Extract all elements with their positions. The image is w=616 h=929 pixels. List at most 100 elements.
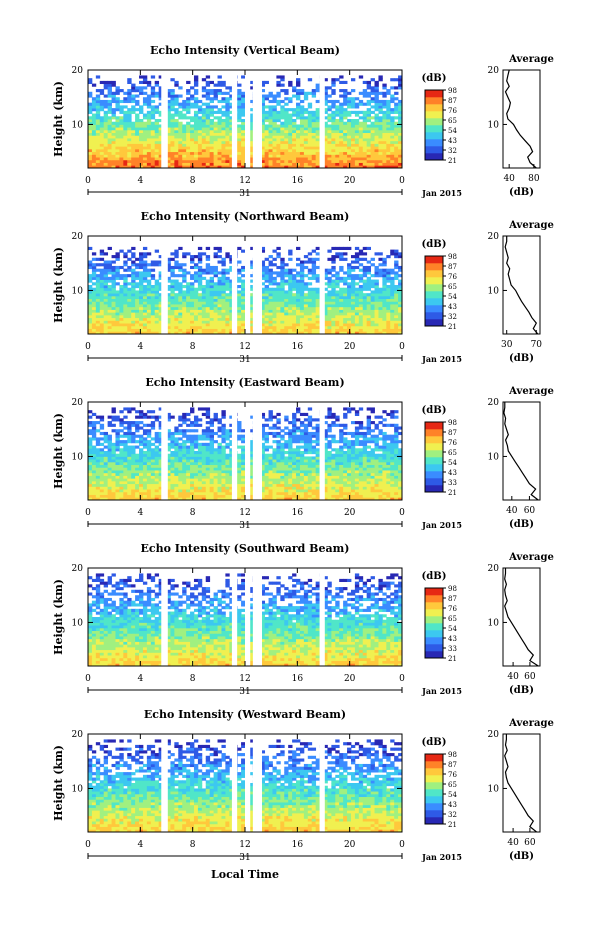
heatmap-cell bbox=[127, 124, 132, 128]
heatmap-cell bbox=[115, 97, 120, 101]
heatmap-cell bbox=[221, 146, 226, 150]
heatmap-cell bbox=[331, 320, 336, 324]
heatmap-cell bbox=[123, 157, 128, 161]
heatmap-cell bbox=[127, 489, 132, 493]
heatmap-cell bbox=[154, 314, 160, 319]
heatmap-cell bbox=[358, 257, 364, 261]
heatmap-cell bbox=[154, 309, 160, 313]
heatmap-cell bbox=[378, 119, 383, 123]
heatmap-cell bbox=[280, 478, 285, 482]
heatmap-cell bbox=[288, 268, 293, 272]
heatmap-cell bbox=[339, 255, 344, 259]
heatmap-cell bbox=[382, 99, 387, 104]
heatmap-cell bbox=[366, 295, 372, 300]
heatmap-cell bbox=[323, 157, 328, 161]
heatmap-cell bbox=[91, 276, 97, 280]
heatmap-cell bbox=[103, 143, 109, 147]
heatmap-cell bbox=[335, 331, 340, 335]
heatmap-cell bbox=[135, 146, 140, 150]
heatmap-cell bbox=[182, 157, 187, 161]
heatmap-cell bbox=[237, 127, 242, 131]
heatmap-cell bbox=[186, 102, 191, 106]
x-tick-label: 20 bbox=[344, 176, 356, 186]
heatmap-cell bbox=[150, 110, 156, 114]
heatmap-cell bbox=[217, 298, 222, 302]
heatmap-cell bbox=[327, 320, 332, 324]
heatmap-cell bbox=[354, 121, 360, 125]
heatmap-cell bbox=[327, 301, 332, 305]
heatmap-cell bbox=[127, 110, 132, 114]
heatmap-cell bbox=[390, 301, 395, 305]
heatmap-cell bbox=[292, 268, 297, 272]
heatmap-cell bbox=[260, 282, 266, 286]
heatmap-cell bbox=[378, 325, 383, 329]
heatmap-cell bbox=[225, 295, 230, 300]
heatmap-cell bbox=[182, 314, 187, 319]
heatmap-cell bbox=[139, 314, 144, 319]
heatmap-cell bbox=[398, 489, 403, 493]
heatmap-cell bbox=[268, 486, 273, 490]
heatmap-cell bbox=[193, 304, 199, 308]
heatmap-cell bbox=[268, 320, 273, 324]
heatmap-cell bbox=[225, 151, 230, 155]
heatmap-cell bbox=[248, 298, 254, 302]
heatmap-cell bbox=[343, 148, 348, 153]
heatmap-cell bbox=[323, 165, 328, 169]
heatmap-cell bbox=[307, 157, 313, 161]
heatmap-cell bbox=[366, 287, 372, 291]
heatmap-cell bbox=[186, 331, 191, 335]
colorbar-tick-label: 76 bbox=[448, 107, 457, 115]
heatmap-cell bbox=[292, 274, 297, 278]
heatmap-cell bbox=[170, 108, 175, 112]
heatmap-cell bbox=[339, 497, 344, 501]
heatmap-cell bbox=[398, 491, 403, 495]
average-y-tick-label: 20 bbox=[488, 66, 500, 76]
heatmap-cell bbox=[398, 295, 403, 300]
heatmap-cell bbox=[299, 279, 305, 283]
heatmap-cell bbox=[127, 154, 132, 158]
heatmap-cell bbox=[288, 159, 293, 163]
heatmap-cell bbox=[378, 138, 383, 142]
heatmap-cell bbox=[131, 304, 136, 308]
heatmap-cell bbox=[272, 127, 277, 131]
heatmap-cell bbox=[182, 116, 187, 120]
heatmap-cell bbox=[382, 494, 387, 498]
heatmap-cell bbox=[107, 162, 112, 166]
heatmap-cell bbox=[135, 102, 140, 106]
heatmap-cell bbox=[95, 146, 101, 150]
heatmap-cell bbox=[146, 116, 152, 120]
heatmap-cell bbox=[205, 102, 211, 106]
heatmap-cell bbox=[370, 86, 375, 90]
heatmap-cell bbox=[229, 301, 234, 305]
heatmap-cell bbox=[139, 271, 144, 275]
heatmap-cell bbox=[303, 108, 309, 112]
heatmap-cell bbox=[193, 97, 199, 101]
heatmap-cell bbox=[119, 489, 124, 493]
heatmap-cell bbox=[398, 154, 403, 158]
heatmap-cell bbox=[241, 113, 246, 117]
heatmap-cell bbox=[339, 140, 344, 144]
heatmap-cell bbox=[296, 148, 301, 153]
heatmap-cell bbox=[131, 159, 136, 163]
heatmap-cell bbox=[91, 328, 97, 332]
heatmap-cell bbox=[229, 265, 234, 270]
heatmap-cell bbox=[339, 165, 344, 169]
heatmap-cell bbox=[229, 129, 234, 134]
heatmap-cell bbox=[398, 151, 403, 155]
heatmap-cell bbox=[394, 97, 399, 101]
heatmap-cell bbox=[241, 295, 246, 300]
heatmap-cell bbox=[158, 325, 163, 329]
heatmap-cell bbox=[166, 135, 171, 139]
heatmap-cell bbox=[213, 306, 218, 310]
heatmap-cell bbox=[205, 298, 211, 302]
heatmap-cell bbox=[264, 157, 269, 161]
data-gap bbox=[161, 70, 168, 168]
heatmap-cell bbox=[221, 157, 226, 161]
heatmap-cell bbox=[178, 478, 183, 482]
heatmap-cell bbox=[335, 148, 340, 153]
heatmap-cell bbox=[197, 151, 203, 155]
heatmap-cell bbox=[107, 119, 112, 123]
heatmap-cell bbox=[95, 127, 101, 131]
heatmap-cell bbox=[197, 162, 203, 166]
heatmap-cell bbox=[292, 154, 297, 158]
